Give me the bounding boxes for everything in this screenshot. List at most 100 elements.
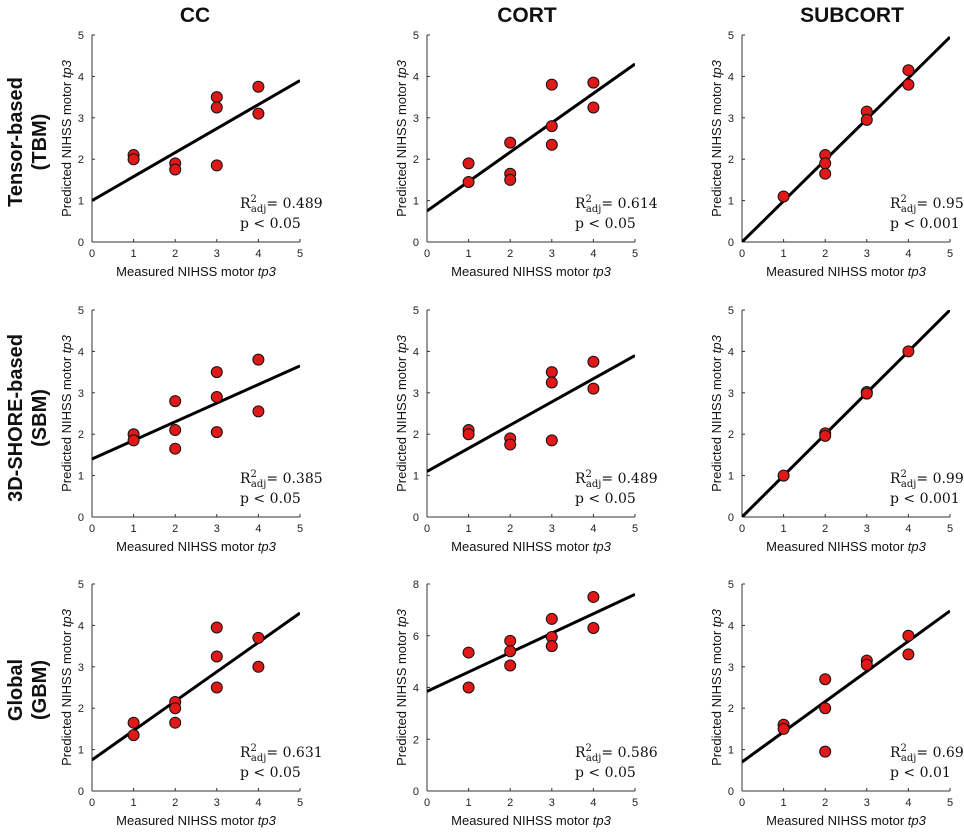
data-point: [545, 78, 558, 91]
p-value-annotation: p < 0.05: [575, 765, 636, 781]
row-title-tbm-line2: (TBM): [29, 114, 51, 171]
x-tick-label: 1: [781, 248, 787, 260]
data-point: [210, 101, 223, 114]
regression-line: [92, 79, 300, 202]
y-tick-label: 8: [413, 579, 419, 591]
y-axis-label-italic: tp3: [709, 59, 724, 78]
r2-annotation: R2 adj= 0.631: [240, 743, 323, 764]
x-tick-label: 3: [864, 523, 870, 535]
y-tick-label: 4: [728, 346, 734, 358]
y-tick-label: 5: [78, 30, 84, 42]
x-axis-label-italic: tp3: [258, 539, 277, 554]
r2-subscript: adj: [901, 204, 916, 215]
panel-r2-c2: 0 1 2 3 4 5 0 1 2 3 4 5 Measured NIHSS motor tp3 Pred…: [709, 579, 964, 828]
row-title-tbm-line1: Tensor-based: [5, 77, 27, 207]
y-axis-label: Predicted NIHSS motor tp3: [394, 608, 409, 766]
y-tick-label: 1: [413, 471, 419, 483]
y-tick-label: 3: [78, 662, 84, 674]
y-tick-label: 4: [413, 346, 419, 358]
y-tick-label: 5: [728, 579, 734, 591]
y-axis-label: Predicted NIHSS motor tp3: [59, 59, 74, 217]
x-tick-label: 4: [255, 797, 261, 809]
x-tick-label: 4: [255, 523, 261, 535]
data-point: [210, 91, 223, 104]
x-tick-label: 4: [255, 248, 261, 260]
regression-line: [742, 609, 950, 764]
data-point: [587, 621, 600, 634]
x-tick-label: 5: [947, 797, 953, 809]
y-tick-label: 1: [728, 745, 734, 757]
data-point: [462, 646, 475, 659]
x-tick-label: 5: [632, 797, 638, 809]
data-point: [587, 101, 600, 114]
x-tick-label: 0: [739, 797, 745, 809]
data-point: [169, 424, 182, 437]
data-point: [860, 658, 873, 671]
data-point: [587, 76, 600, 89]
data-point: [210, 159, 223, 172]
data-point: [462, 157, 475, 170]
r2-value: = 0.694: [916, 745, 964, 761]
r2-superscript: 2: [586, 743, 592, 754]
p-value-annotation: p < 0.001: [890, 491, 960, 507]
data-point: [504, 438, 517, 451]
y-tick-label: 0: [78, 237, 84, 249]
r2-subscript: adj: [586, 753, 601, 764]
x-tick-label: 1: [131, 523, 137, 535]
x-tick-label: 2: [822, 797, 828, 809]
r2-value: = 0.489: [601, 471, 657, 487]
y-tick-label: 5: [728, 305, 734, 317]
x-axis-label-italic: tp3: [258, 813, 277, 828]
data-point: [545, 366, 558, 379]
x-tick-label: 2: [507, 523, 513, 535]
y-tick-label: 3: [728, 113, 734, 125]
column-title-cc: CC: [180, 4, 210, 27]
data-point: [819, 673, 832, 686]
r2-annotation: R2 adj= 0.385: [240, 469, 323, 490]
regression-line: [427, 592, 635, 693]
p-value-annotation: p < 0.05: [240, 216, 301, 232]
x-tick-label: 3: [549, 523, 555, 535]
x-tick-label: 2: [822, 248, 828, 260]
data-point: [462, 175, 475, 188]
r2-superscript: 2: [901, 469, 907, 480]
y-tick-label: 0: [413, 786, 419, 798]
y-tick-label: 3: [78, 388, 84, 400]
x-tick-label: 2: [172, 523, 178, 535]
data-point: [210, 390, 223, 403]
x-tick-label: 4: [905, 797, 911, 809]
r2-value: = 0.586: [601, 745, 657, 761]
x-axis-label-italic: tp3: [593, 813, 612, 828]
row-title-gbm-line2: (GBM): [29, 660, 51, 720]
r2-annotation: R2 adj= 0.489: [240, 194, 323, 215]
x-tick-label: 2: [507, 248, 513, 260]
panel-r1-c1: 0 1 2 3 4 5 0 1 2 3 4 5 Measured NIHSS motor tp3 Pred…: [394, 305, 658, 554]
y-tick-label: 5: [728, 30, 734, 42]
row-title-gbm-line1: Global: [5, 659, 27, 721]
p-value-annotation: p < 0.001: [890, 216, 960, 232]
data-point: [127, 434, 140, 447]
y-tick-label: 0: [78, 786, 84, 798]
y-tick-label: 0: [413, 237, 419, 249]
x-tick-label: 0: [424, 797, 430, 809]
x-tick-label: 1: [466, 248, 472, 260]
y-tick-label: 0: [78, 512, 84, 524]
x-tick-label: 3: [549, 248, 555, 260]
x-tick-label: 1: [781, 523, 787, 535]
x-tick-label: 0: [424, 523, 430, 535]
r2-subscript: adj: [251, 479, 266, 490]
data-point: [902, 78, 915, 91]
r2-annotation: R2 adj= 0.489: [575, 469, 658, 490]
y-tick-label: 5: [413, 305, 419, 317]
x-tick-label: 0: [424, 248, 430, 260]
x-tick-label: 2: [172, 248, 178, 260]
data-point: [587, 355, 600, 368]
y-tick-label: 4: [728, 71, 734, 83]
x-tick-label: 1: [131, 248, 137, 260]
x-axis-label: Measured NIHSS motor tp3: [766, 264, 926, 279]
r2-value: = 0.955: [916, 196, 964, 212]
y-tick-label: 3: [78, 113, 84, 125]
data-point: [777, 190, 790, 203]
y-tick-label: 4: [728, 620, 734, 632]
p-value-annotation: p < 0.01: [890, 765, 951, 781]
